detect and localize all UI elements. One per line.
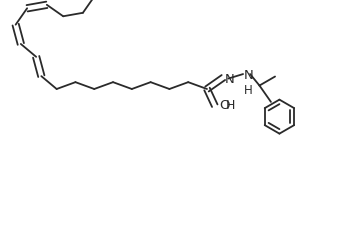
- Text: H: H: [226, 99, 235, 112]
- Text: N: N: [244, 68, 254, 81]
- Text: N: N: [224, 73, 234, 86]
- Text: H: H: [244, 84, 253, 97]
- Text: O: O: [219, 99, 229, 112]
